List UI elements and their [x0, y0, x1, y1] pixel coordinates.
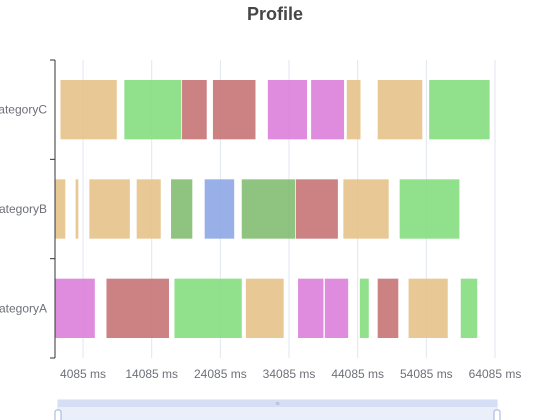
gantt-bar[interactable] — [311, 80, 345, 140]
x-tick-label: 54085 ms — [400, 367, 453, 381]
zoom-grip-icon[interactable]: ≡ — [275, 401, 279, 408]
gantt-bar[interactable] — [359, 278, 369, 338]
gantt-bar[interactable] — [295, 179, 338, 239]
gantt-bar[interactable] — [346, 80, 361, 140]
gantt-bar[interactable] — [89, 179, 130, 239]
gantt-bars[interactable] — [55, 80, 490, 338]
gantt-bar[interactable] — [174, 278, 242, 338]
x-tick-label: 14085 ms — [125, 367, 178, 381]
x-tick-label: 34085 ms — [263, 367, 316, 381]
gantt-bar[interactable] — [241, 179, 296, 239]
gantt-bar[interactable] — [204, 179, 235, 239]
gantt-bar[interactable] — [212, 80, 256, 140]
zoom-slider[interactable]: ≡ — [54, 399, 501, 420]
gantt-bar[interactable] — [55, 179, 66, 239]
zoom-start-handle[interactable] — [54, 409, 62, 420]
gantt-bar[interactable] — [377, 278, 399, 338]
zoom-end-handle[interactable] — [493, 409, 501, 420]
gantt-bar[interactable] — [124, 80, 182, 140]
x-tick-label: 64085 ms — [469, 367, 522, 381]
gantt-bar[interactable] — [429, 80, 490, 140]
axes: categoryC categoryB categoryA 4085 ms 14085 … — [0, 59, 522, 381]
chart-title: Profile — [246, 4, 303, 24]
gantt-bar[interactable] — [343, 179, 389, 239]
gantt-bar[interactable] — [460, 278, 478, 338]
gantt-bar[interactable] — [60, 80, 117, 140]
gantt-bar[interactable] — [182, 80, 207, 140]
gantt-bar[interactable] — [171, 179, 193, 239]
x-tick-label: 44085 ms — [331, 367, 384, 381]
gantt-bar[interactable] — [245, 278, 284, 338]
gantt-bar[interactable] — [106, 278, 169, 338]
gantt-bar[interactable] — [324, 278, 349, 338]
x-tick-label: 24085 ms — [194, 367, 247, 381]
gantt-bar[interactable] — [75, 179, 79, 239]
gantt-bar[interactable] — [136, 179, 161, 239]
gantt-bar[interactable] — [298, 278, 324, 338]
gantt-bar[interactable] — [55, 278, 95, 338]
gantt-bar[interactable] — [377, 80, 423, 140]
x-tick-label: 4085 ms — [60, 367, 106, 381]
gantt-bar[interactable] — [267, 80, 307, 140]
y-tick-label: categoryB — [0, 202, 47, 216]
gantt-bar[interactable] — [399, 179, 460, 239]
y-tick-label: categoryA — [0, 301, 47, 315]
y-tick-label: categoryC — [0, 103, 47, 117]
gantt-bar[interactable] — [408, 278, 448, 338]
zoom-range-top-bar[interactable] — [58, 400, 497, 407]
